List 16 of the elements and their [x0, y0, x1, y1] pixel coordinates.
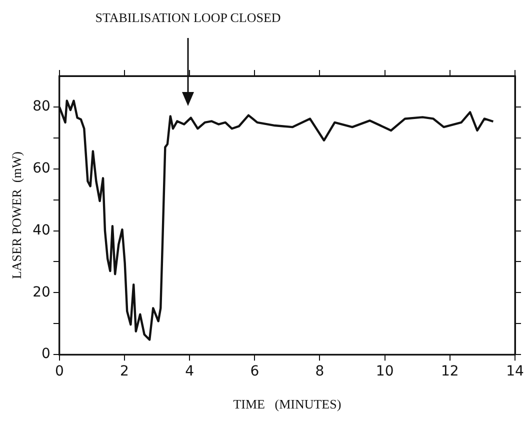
text: STABILISATION LOOP CLOSED: [95, 10, 281, 25]
x-tick-label: 0: [54, 364, 64, 380]
x-tick-label: 2: [120, 364, 129, 380]
y-tick-label: 20: [32, 284, 50, 300]
x-tick-label: 6: [250, 364, 260, 380]
x-tick-label: 14: [506, 364, 524, 380]
x-tick-label: 10: [376, 364, 394, 380]
y-tick-label: 0: [41, 346, 50, 362]
x-tick-label: 8: [315, 364, 324, 380]
x-tick-label: 12: [441, 364, 459, 380]
y-tick-label: 60: [32, 160, 50, 177]
x-axis-title: TIME (MINUTES): [233, 396, 342, 412]
y-axis-title: LASER POWER (mW): [9, 152, 24, 280]
y-tick-label: 40: [32, 222, 50, 238]
x-tick-label: 4: [185, 364, 194, 380]
y-tick-label: 80: [32, 98, 50, 115]
